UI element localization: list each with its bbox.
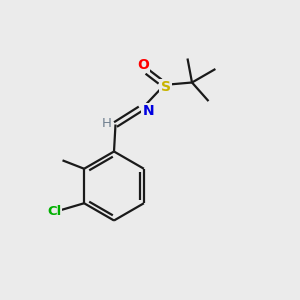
Text: N: N bbox=[142, 104, 154, 118]
Text: O: O bbox=[137, 58, 149, 72]
Text: H: H bbox=[102, 116, 112, 130]
Text: S: S bbox=[160, 80, 171, 94]
Text: Cl: Cl bbox=[47, 205, 61, 218]
